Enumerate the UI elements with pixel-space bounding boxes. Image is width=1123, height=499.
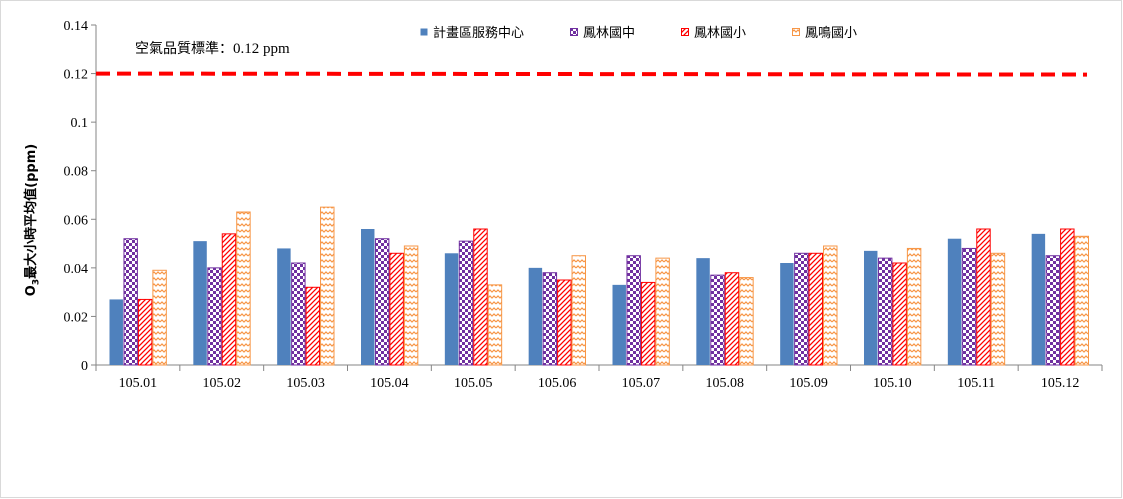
bar-2 [123,238,138,366]
x-tick-label: 105.12 [1041,376,1080,391]
bar-3 [976,228,991,366]
legend-swatch-solid-icon [420,28,428,35]
bar-1 [612,284,626,365]
bar-2 [207,267,222,366]
bar-2 [458,240,474,366]
x-tick-label: 105.11 [957,376,995,391]
legend-label: 鳳林國中 [583,26,636,41]
y-tick-label: 0.04 [64,262,89,277]
legend-swatch-wave-icon [792,27,801,36]
bar-1 [361,229,375,365]
x-tick-label: 105.01 [119,376,158,391]
x-tick-label: 105.09 [789,376,828,391]
bar-1 [864,250,878,365]
reference-line [95,71,1088,77]
bar-1 [696,258,710,365]
x-tick-label: 105.02 [203,376,242,391]
bar-3 [557,279,572,366]
bar-1 [528,267,543,365]
x-axis-ticks: 105.01 105.02 105.03 105.04 105.05 105.06 105.… [95,365,1103,391]
legend-item-series-4: 鳳鳴國小 [792,22,857,41]
y-axis-ticks: 0 0.02 0.04 0.06 0.08 0.1 0.12 0.14 [64,19,96,374]
bar-1 [1031,233,1046,365]
bar-1 [444,253,459,365]
bar-3 [892,262,907,366]
y-tick-label: 0.12 [64,68,89,83]
y-tick-label: 0.06 [64,213,89,228]
x-tick-label: 105.07 [622,376,661,391]
bar-1 [193,241,207,365]
reference-line-group [95,71,1088,77]
bar-4 [320,206,335,366]
bar-2 [710,274,725,366]
bar-4 [655,257,670,366]
y-tick-label: 0.08 [64,165,89,180]
x-tick-label: 105.04 [370,376,409,391]
legend-item-series-1: 計畫區服務中心 [420,22,524,41]
y-axis-label: O3最大小時平均值(ppm) [24,143,42,297]
x-tick-label: 105.03 [286,376,325,391]
bar-2 [877,257,893,366]
x-tick-label: 105.08 [706,376,745,391]
bar-3 [808,252,824,366]
bar-2 [961,247,977,366]
bar-1 [947,238,962,365]
legend-label: 鳳林國小 [694,26,747,41]
bar-2 [542,272,558,366]
bar-3 [389,252,404,366]
bar-3 [221,233,237,366]
legend-swatch-diagonal-icon [681,27,690,36]
bars [109,206,1089,366]
bar-4 [739,277,754,366]
bar-3 [305,286,321,366]
bar-4 [823,245,838,366]
bar-2 [374,238,390,366]
bar-1 [780,263,794,365]
bar-4 [152,269,167,366]
bar-4 [403,245,419,366]
bar-4 [906,247,922,366]
bar-4 [236,211,251,366]
legend-label: 計畫區服務中心 [433,26,525,41]
legend-swatch-checker-icon [570,27,579,36]
bar-2 [626,255,641,366]
legend-item-series-2: 鳳林國中 [570,22,635,41]
bar-3 [724,272,740,366]
bar-3 [473,228,488,366]
x-tick-label: 105.06 [538,376,577,391]
y-tick-label: 0 [81,359,88,374]
x-tick-label: 105.05 [454,376,493,391]
bar-3 [137,298,153,366]
bar-2 [794,252,809,366]
bar-2 [291,262,306,366]
legend-item-series-3: 鳳林國小 [681,22,746,41]
bar-4 [571,255,587,366]
legend-label: 鳳鳴國小 [805,26,858,41]
y-tick-label: 0.02 [64,310,89,325]
legend: 計畫區服務中心 鳳林國中 鳳林國小 鳳鳴國小 [420,22,857,41]
bar-3 [640,281,656,366]
bar-4 [990,252,1006,366]
y-tick-label: 0.14 [64,19,89,34]
bar-4 [487,284,503,366]
x-tick-label: 105.10 [873,376,912,391]
bar-3 [1060,228,1075,366]
bar-1 [109,299,123,365]
bar-2 [1045,255,1061,366]
bar-4 [1074,235,1089,366]
reference-line-label: 空氣品質標準：0.12 ppm [135,41,290,57]
y-tick-label: 0.1 [71,116,89,131]
bar-1 [277,248,291,365]
